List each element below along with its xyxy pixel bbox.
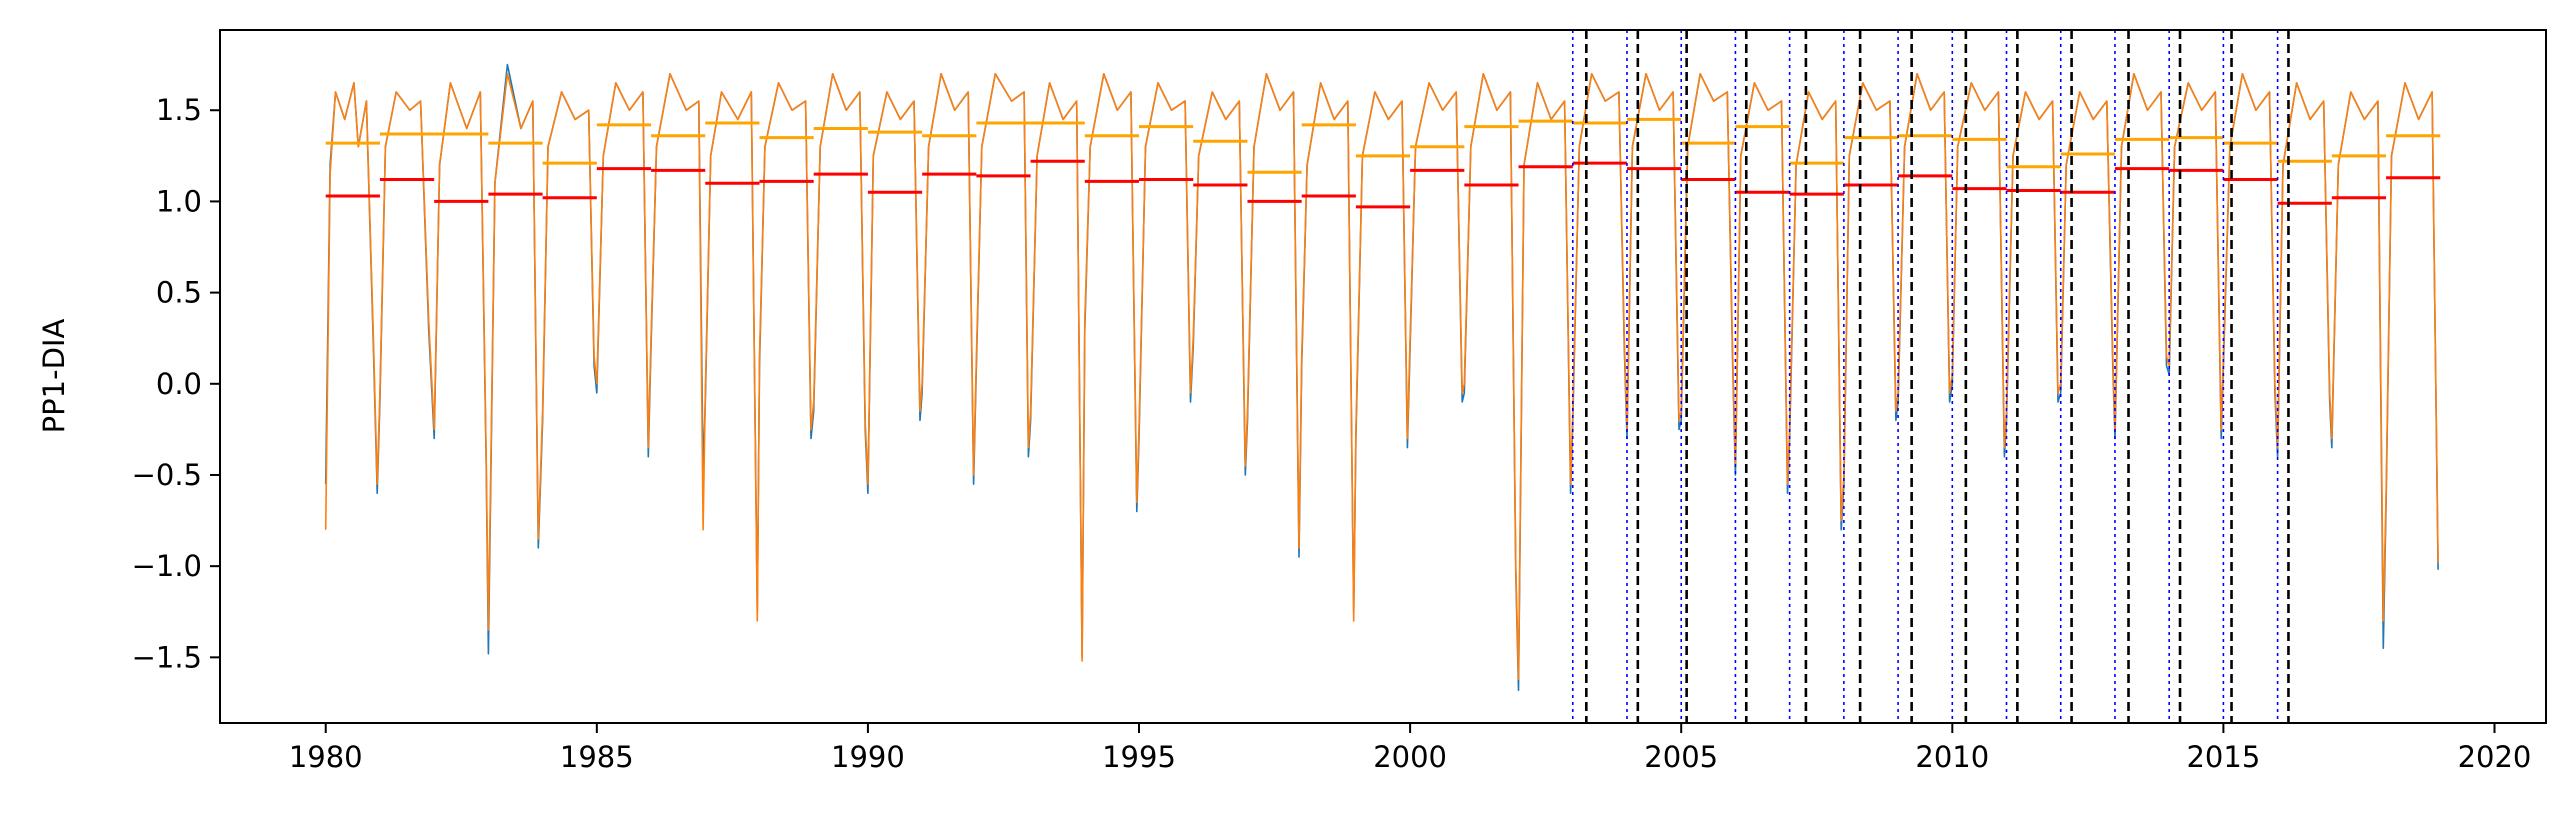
plot-frame (219, 29, 2547, 724)
y-tick-label: 1.0 (156, 184, 202, 218)
x-tick-label: 1980 (289, 740, 363, 774)
x-axis: 1980 1985 1990 1995 2000 2005 2010 2015 2020 (289, 723, 2532, 774)
x-tick-label: 2000 (1373, 740, 1447, 774)
y-tick-label: 0.5 (156, 276, 202, 310)
x-tick-label: 2010 (1915, 740, 1989, 774)
y-tick-label: −0.5 (132, 458, 202, 492)
x-tick-label: 1990 (831, 740, 905, 774)
y-tick-label: 1.5 (156, 93, 202, 127)
y-axis-label: PP1-DIA (37, 319, 71, 434)
plot-content (324, 30, 2441, 723)
x-tick-label: 2015 (2186, 740, 2260, 774)
y-tick-label: −1.0 (132, 549, 202, 583)
x-tick-label: 1985 (560, 740, 634, 774)
x-tick-label: 1995 (1102, 740, 1176, 774)
y-tick-label: −1.5 (132, 640, 202, 674)
y-tick-label: 0.0 (156, 367, 202, 401)
x-tick-label: 2005 (1644, 740, 1718, 774)
y-axis: −1.5 −1.0 −0.5 0.0 0.5 1.0 1.5 (132, 93, 220, 674)
x-tick-label: 2020 (2458, 740, 2532, 774)
